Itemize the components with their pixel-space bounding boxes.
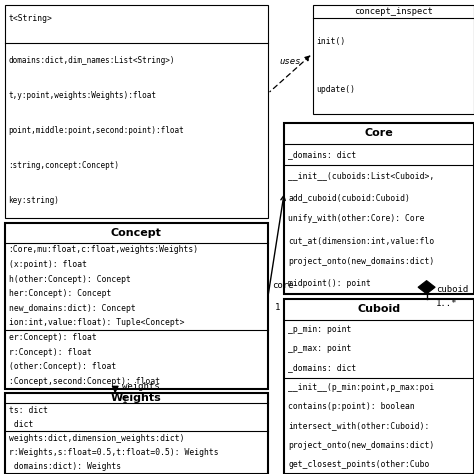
- Text: t<String>: t<String>: [9, 14, 53, 23]
- Text: Concept: Concept: [111, 228, 162, 238]
- Text: er:Concept): float: er:Concept): float: [9, 333, 96, 342]
- Bar: [284, 299, 474, 474]
- Bar: [284, 123, 474, 294]
- Text: 1: 1: [275, 303, 280, 312]
- Text: r:Concept): float: r:Concept): float: [9, 348, 91, 356]
- Text: Weights: Weights: [111, 393, 162, 403]
- Text: get_closest_points(other:Cubo: get_closest_points(other:Cubo: [288, 460, 429, 469]
- Bar: [5, 223, 268, 389]
- Text: Core: Core: [365, 128, 393, 138]
- Text: her:Concept): Concept: her:Concept): Concept: [9, 289, 111, 298]
- Text: new_domains:dict): Concept: new_domains:dict): Concept: [9, 304, 135, 313]
- Text: update(): update(): [317, 85, 356, 94]
- Text: point,middle:point,second:point):float: point,middle:point,second:point):float: [9, 126, 184, 135]
- Bar: [313, 5, 474, 114]
- Text: project_onto(new_domains:dict): project_onto(new_domains:dict): [288, 440, 435, 449]
- Text: 1..*: 1..*: [436, 299, 457, 308]
- Text: project_onto(new_domains:dict): project_onto(new_domains:dict): [288, 257, 435, 266]
- Text: concept_inspect: concept_inspect: [354, 7, 433, 16]
- Bar: [5, 393, 268, 474]
- Text: r:Weights,s:float=0.5,t:float=0.5): Weights: r:Weights,s:float=0.5,t:float=0.5): Weig…: [9, 448, 218, 457]
- Text: domains:dict,dim_names:List<String>): domains:dict,dim_names:List<String>): [9, 56, 175, 65]
- Text: ts: dict: ts: dict: [9, 406, 47, 415]
- Text: cut_at(dimension:int,value:flo: cut_at(dimension:int,value:flo: [288, 236, 435, 245]
- Text: init(): init(): [317, 37, 346, 46]
- Text: add_cuboid(cuboid:Cuboid): add_cuboid(cuboid:Cuboid): [288, 193, 410, 202]
- Text: _p_min: point: _p_min: point: [288, 325, 352, 334]
- Text: weights:dict,dimension_weights:dict): weights:dict,dimension_weights:dict): [9, 434, 184, 443]
- Text: key:string): key:string): [9, 196, 59, 205]
- Text: (x:point): float: (x:point): float: [9, 260, 87, 269]
- Text: unify_with(other:Core): Core: unify_with(other:Core): Core: [288, 214, 425, 223]
- Text: midpoint(): point: midpoint(): point: [288, 279, 371, 288]
- Text: Cuboid: Cuboid: [358, 304, 401, 314]
- Text: :Concept,second:Concept): float: :Concept,second:Concept): float: [9, 377, 160, 386]
- Bar: [5, 5, 268, 218]
- Text: uses: uses: [280, 57, 301, 66]
- Polygon shape: [418, 281, 435, 294]
- Text: __init__(cuboids:List<Cuboid>,: __init__(cuboids:List<Cuboid>,: [288, 172, 435, 181]
- Text: :Core,mu:float,c:float,weights:Weights): :Core,mu:float,c:float,weights:Weights): [9, 246, 199, 255]
- Text: h(other:Concept): Concept: h(other:Concept): Concept: [9, 275, 130, 283]
- Text: :string,concept:Concept): :string,concept:Concept): [9, 161, 119, 170]
- Text: cuboid: cuboid: [436, 285, 468, 293]
- Text: domains:dict): Weights: domains:dict): Weights: [9, 463, 121, 472]
- Text: t,y:point,weights:Weights):float: t,y:point,weights:Weights):float: [9, 91, 156, 100]
- Text: intersect_with(other:Cuboid):: intersect_with(other:Cuboid):: [288, 421, 429, 430]
- Text: core: core: [273, 282, 294, 290]
- Text: _domains: dict: _domains: dict: [288, 364, 356, 373]
- Text: 1: 1: [122, 396, 128, 405]
- Text: weights: weights: [122, 382, 160, 391]
- Text: (other:Concept): float: (other:Concept): float: [9, 362, 116, 371]
- Text: __init__(p_min:point,p_max:poi: __init__(p_min:point,p_max:poi: [288, 383, 435, 392]
- Text: _p_max: point: _p_max: point: [288, 344, 352, 353]
- Text: ion:int,value:float): Tuple<Concept>: ion:int,value:float): Tuple<Concept>: [9, 319, 184, 328]
- Text: dict: dict: [9, 420, 33, 429]
- Text: contains(p:point): boolean: contains(p:point): boolean: [288, 402, 415, 411]
- Text: _domains: dict: _domains: dict: [288, 150, 356, 159]
